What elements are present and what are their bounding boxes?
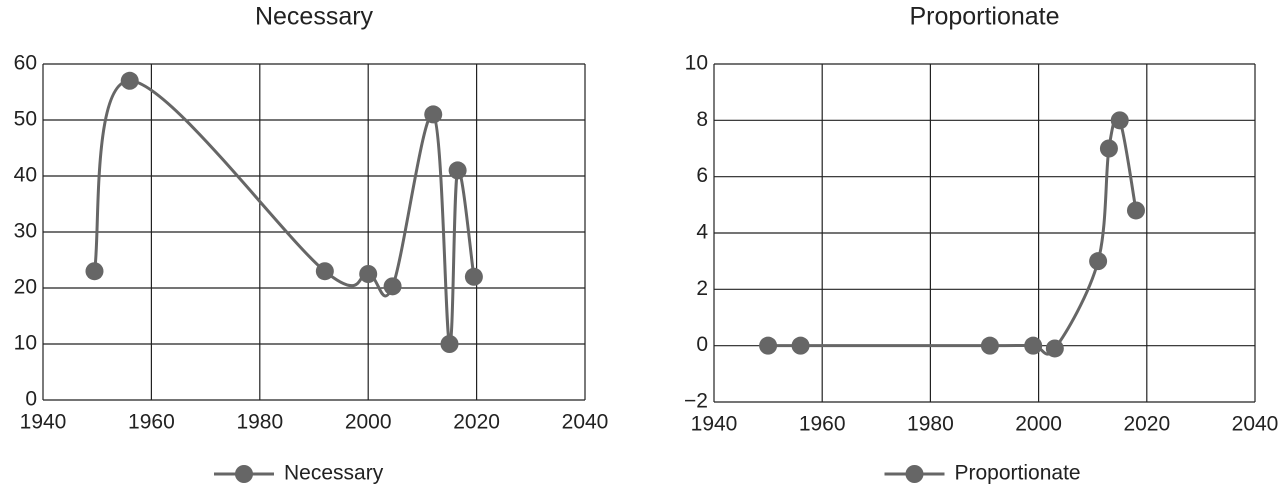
point <box>980 336 999 355</box>
point <box>1045 339 1064 358</box>
point <box>1089 252 1108 271</box>
x-tick-label: 2000 <box>1015 413 1062 436</box>
point <box>383 277 402 296</box>
line <box>93 79 476 346</box>
point <box>448 161 467 180</box>
point <box>424 105 443 124</box>
legend-marker <box>235 465 253 483</box>
y-tick-label: 50 <box>14 108 37 131</box>
point <box>791 336 810 355</box>
y-tick-label: 40 <box>14 164 37 187</box>
x-tick-label: 2040 <box>1232 413 1279 436</box>
x-tick-label: 1940 <box>20 411 67 434</box>
x-tick-label: 2000 <box>345 411 392 434</box>
point <box>1126 201 1145 220</box>
y-tick-label: −2 <box>684 390 708 413</box>
y-tick-label: 60 <box>14 52 37 75</box>
legend-label: Proportionate <box>955 462 1081 485</box>
point <box>759 336 778 355</box>
point <box>1024 336 1043 355</box>
y-tick-label: 30 <box>14 220 37 243</box>
x-tick-label: 1960 <box>799 413 846 436</box>
x-tick-label: 1980 <box>907 413 954 436</box>
point <box>1099 139 1118 158</box>
y-tick-label: 8 <box>696 108 708 131</box>
legend-marker <box>905 465 924 483</box>
y-tick-label: 0 <box>25 388 37 411</box>
x-tick-label: 1960 <box>128 411 175 434</box>
y-tick-label: 6 <box>696 164 708 187</box>
point <box>464 267 483 286</box>
x-tick-label: 1940 <box>691 413 738 436</box>
legend-label: Necessary <box>284 462 384 485</box>
point <box>85 262 104 281</box>
y-tick-label: 2 <box>696 277 708 300</box>
line <box>768 115 1138 356</box>
point <box>440 335 459 353</box>
x-tick-label: 2040 <box>562 411 609 434</box>
y-tick-label: 0 <box>696 333 708 356</box>
x-tick-label: 2020 <box>1123 413 1170 436</box>
y-tick-label: 10 <box>14 332 37 355</box>
point <box>315 262 334 281</box>
point <box>120 71 139 90</box>
x-tick-label: 1980 <box>236 411 283 434</box>
point <box>1110 111 1129 130</box>
y-tick-label: 4 <box>696 221 708 244</box>
x-tick-label: 2020 <box>453 411 500 434</box>
y-tick-label: 10 <box>685 52 708 75</box>
point <box>359 265 378 283</box>
chart-title: Necessary <box>255 3 374 31</box>
chart-title: Proportionate <box>909 3 1059 31</box>
y-tick-label: 20 <box>14 276 37 299</box>
